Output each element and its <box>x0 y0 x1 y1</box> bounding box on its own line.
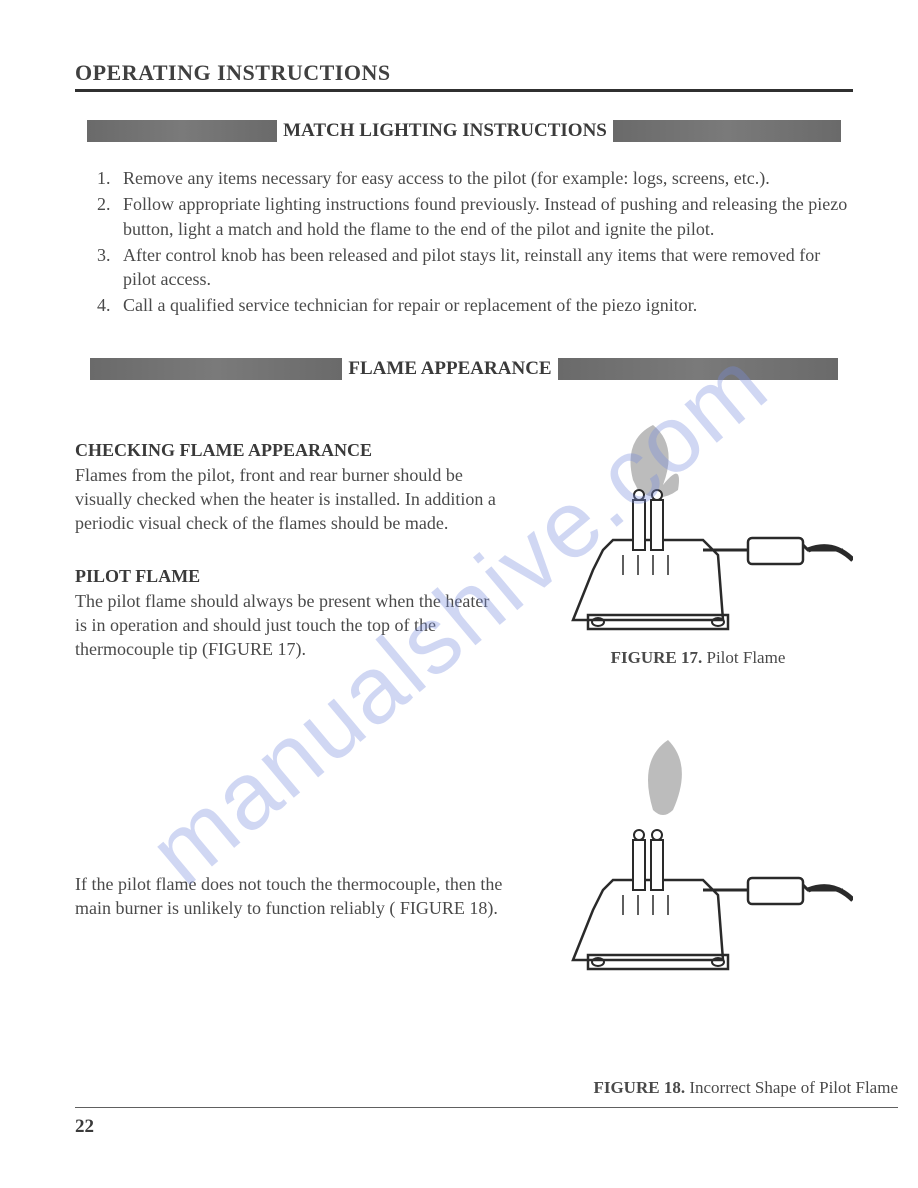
figure-18 <box>533 730 863 988</box>
content-wrap: CHECKING FLAME APPEARANCE Flames from th… <box>75 440 853 920</box>
instructions-list: Remove any items necessary for easy acce… <box>75 166 853 318</box>
checking-text: Flames from the pilot, front and rear bu… <box>75 463 505 536</box>
section-title-flame: FLAME APPEARANCE <box>342 358 557 380</box>
incorrect-text: If the pilot flame does not touch the th… <box>75 872 505 921</box>
page-title: OPERATING INSTRUCTIONS <box>75 60 853 92</box>
instruction-item: Remove any items necessary for easy acce… <box>115 166 853 190</box>
pilot-flame-diagram <box>543 420 853 640</box>
section-header-match: MATCH LIGHTING INSTRUCTIONS <box>75 120 853 142</box>
instruction-item: Follow appropriate lighting instructions… <box>115 192 853 241</box>
left-column: CHECKING FLAME APPEARANCE Flames from th… <box>75 440 505 920</box>
instruction-item: Call a qualified service technician for … <box>115 293 853 317</box>
figure-text: Incorrect Shape of Pilot Flame <box>685 1078 898 1097</box>
checking-heading: CHECKING FLAME APPEARANCE <box>75 440 505 461</box>
figure-17: FIGURE 17. Pilot Flame <box>533 420 863 668</box>
section-header-flame: FLAME APPEARANCE <box>75 358 853 380</box>
pilot-heading: PILOT FLAME <box>75 566 505 587</box>
pilot-text: The pilot flame should always be present… <box>75 589 505 662</box>
spacer <box>75 662 505 872</box>
bottom-rule <box>75 1107 898 1108</box>
instruction-item: After control knob has been released and… <box>115 243 853 292</box>
incorrect-flame-diagram <box>543 730 853 980</box>
section-title-match: MATCH LIGHTING INSTRUCTIONS <box>277 120 613 142</box>
figure-text: Pilot Flame <box>702 648 785 667</box>
bar-right <box>558 358 838 380</box>
figure-18-caption: FIGURE 18. Incorrect Shape of Pilot Flam… <box>593 1078 898 1098</box>
figure-17-caption: FIGURE 17. Pilot Flame <box>533 648 863 668</box>
page-number: 22 <box>75 1116 94 1138</box>
figure-label: FIGURE 18. <box>593 1078 685 1097</box>
figure-label: FIGURE 17. <box>611 648 703 667</box>
bar-left <box>87 120 277 142</box>
bar-right <box>613 120 841 142</box>
bar-left <box>90 358 342 380</box>
